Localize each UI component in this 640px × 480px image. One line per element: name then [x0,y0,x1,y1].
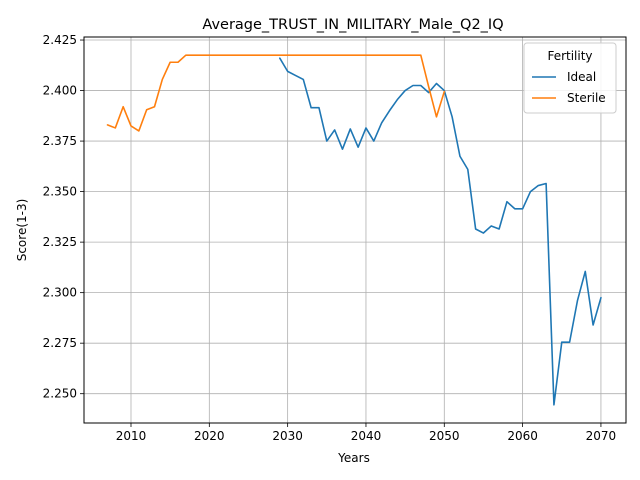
y-tick-label: 2.350 [43,185,77,199]
series-lines [106,54,602,406]
x-tick-label: 2070 [586,429,617,443]
chart-title: Average_TRUST_IN_MILITARY_Male_Q2_IQ [202,17,503,33]
legend-label-sterile: Sterile [567,91,606,105]
x-axis-label: Years [337,451,370,465]
y-tick-label: 2.250 [43,387,77,401]
x-tick-label: 2020 [194,429,225,443]
grid [84,37,626,423]
x-tick-label: 2030 [272,429,303,443]
series-line-ideal [279,57,602,406]
y-tick-label: 2.425 [43,33,77,47]
x-tick-label: 2060 [507,429,538,443]
y-tick-label: 2.400 [43,84,77,98]
series-line-sterile [106,54,446,132]
x-tick-label: 2050 [429,429,460,443]
y-tick-label: 2.275 [43,336,77,350]
y-tick-label: 2.300 [43,286,77,300]
x-axis-ticks: 2010 2020 2030 2040 2050 2060 2070 [116,423,616,443]
y-axis-ticks: 2.250 2.275 2.300 2.325 2.350 2.375 2.400 2.425 [43,33,84,401]
legend-label-ideal: Ideal [567,70,596,84]
legend: Fertility Ideal Sterile [523,42,617,114]
y-tick-label: 2.325 [43,235,77,249]
y-tick-label: 2.375 [43,134,77,148]
legend-title: Fertility [547,49,592,63]
x-tick-label: 2010 [116,429,147,443]
plot-frame [83,36,627,424]
legend-box [523,42,617,114]
y-axis-label: Score(1-3) [15,199,29,262]
x-tick-label: 2040 [351,429,382,443]
